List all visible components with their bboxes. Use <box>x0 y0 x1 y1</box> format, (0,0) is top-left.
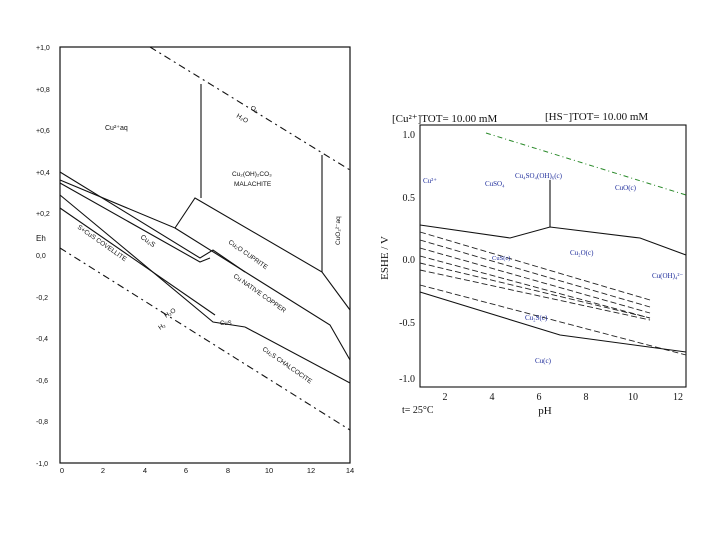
sulfide-line-6 <box>419 269 651 321</box>
o2-h2o-line <box>149 46 351 171</box>
left-x-tick: 8 <box>226 466 230 475</box>
sulfide-line-4 <box>419 255 651 319</box>
right-x-tick: 2 <box>443 392 448 403</box>
cus-field-upper <box>59 171 246 273</box>
sulfide-line-2 <box>419 239 651 308</box>
left-x-tick: 14 <box>346 466 354 475</box>
right-y-tick: 0.5 <box>403 193 416 204</box>
left-y-tick: -1,0 <box>36 461 48 468</box>
left-x-tick: 12 <box>307 466 315 475</box>
h2-label: H₂ <box>157 322 167 332</box>
sulfide-line-5 <box>419 262 651 319</box>
left-y-tick: +1,0 <box>36 45 50 52</box>
cuoc-label: CuO(c) <box>615 184 637 192</box>
left-y-tick: +0,4 <box>36 170 50 177</box>
cuc-label: Cu(c) <box>535 357 552 365</box>
hs-total-header: [HS⁻]TOT= 10.00 mM <box>545 111 648 123</box>
cu-total-header: [Cu²⁺]TOT= 10.00 mM <box>392 113 497 125</box>
right-y-tick: 0.0 <box>403 255 416 266</box>
cu2aq-label: Cu²⁺aq <box>105 125 128 132</box>
cus-c-label: CuS(c) <box>492 255 510 262</box>
h2o-h2-line <box>59 247 351 431</box>
right-plot-frame <box>419 124 687 388</box>
sulfide-line-3 <box>419 247 651 314</box>
h2o-h2-line-right <box>419 284 687 356</box>
left-x-ticks: 0 2 4 6 8 10 12 14 <box>60 466 354 475</box>
malachite-label: MALACHITE <box>234 181 272 188</box>
native-chalcocite-boundary <box>244 326 351 384</box>
right-y-tick: 1.0 <box>403 130 416 141</box>
cus-field-inner <box>59 182 211 263</box>
right-y-axis-title: ESHE / V <box>379 236 391 280</box>
cu2plus-label: Cu²⁺ <box>423 177 437 185</box>
left-y-ticks: +1,0 +0,8 +0,6 +0,4 +0,2 0,0 -0,2 -0,4 -… <box>36 45 50 468</box>
cu2sc-label: Cu₂S(c) <box>525 314 548 322</box>
cu4so4oh6-label: Cu₄SO₄(OH)₆(c) <box>515 172 563 180</box>
cu2s-cu-boundary-right <box>419 291 687 353</box>
left-y-tick: +0,8 <box>36 87 50 94</box>
temperature-label: t= 25°C <box>402 405 434 416</box>
left-y-tick: +0,6 <box>36 128 50 135</box>
cu2oc-label: Cu₂O(c) <box>570 249 594 257</box>
right-x-tick: 4 <box>490 392 495 403</box>
left-x-tick: 2 <box>101 466 105 475</box>
left-x-tick: 6 <box>184 466 188 475</box>
left-y-tick: 0,0 <box>36 253 46 260</box>
cuo2-label: CuO₂²⁻aq <box>335 216 342 245</box>
cuprite-native-boundary <box>174 227 351 361</box>
cu2s-cu-boundary <box>59 194 246 328</box>
right-x-tick: 10 <box>628 392 638 403</box>
left-x-tick: 10 <box>265 466 273 475</box>
left-x-tick: 0 <box>60 466 64 475</box>
cus-cu2s-boundary <box>59 207 216 316</box>
cus-small-label: CuS <box>220 321 232 327</box>
cuoh4-label: Cu(OH)₄²⁻ <box>652 272 683 280</box>
left-x-tick: 4 <box>143 466 147 475</box>
right-y-tick: -1.0 <box>399 374 415 385</box>
cu2o-upper-boundary <box>59 179 351 311</box>
left-y-tick: -0,4 <box>36 336 48 343</box>
o2-h2o-line-right <box>485 132 687 196</box>
left-y-tick: +0,2 <box>36 211 50 218</box>
right-y-tick: -0.5 <box>399 318 415 329</box>
cuso4-label: CuSO₄ <box>485 180 505 188</box>
malachite-formula-label: Cu₂(OH)₂CO₃ <box>232 171 272 178</box>
right-pourbaix-diagram: [Cu²⁺]TOT= 10.00 mM [HS⁻]TOT= 10.00 mM 1… <box>379 111 687 417</box>
right-x-axis-title: pH <box>538 405 552 417</box>
left-y-tick: -0,6 <box>36 378 48 385</box>
right-x-tick: 8 <box>584 392 589 403</box>
left-y-tick: -0,2 <box>36 295 48 302</box>
left-y-tick: -0,8 <box>36 419 48 426</box>
left-pourbaix-diagram: +1,0 +0,8 +0,6 +0,4 +0,2 0,0 -0,2 -0,4 -… <box>36 45 354 475</box>
o2-label: O₂ <box>249 105 259 115</box>
right-y-ticks: 1.0 0.5 0.0 -0.5 -1.0 <box>399 130 415 385</box>
left-y-axis-title: Eh <box>36 234 46 243</box>
right-x-tick: 6 <box>537 392 542 403</box>
right-x-ticks: 2 4 6 8 10 12 <box>443 392 684 403</box>
right-x-tick: 12 <box>673 392 683 403</box>
sulfide-line-1 <box>419 231 651 301</box>
